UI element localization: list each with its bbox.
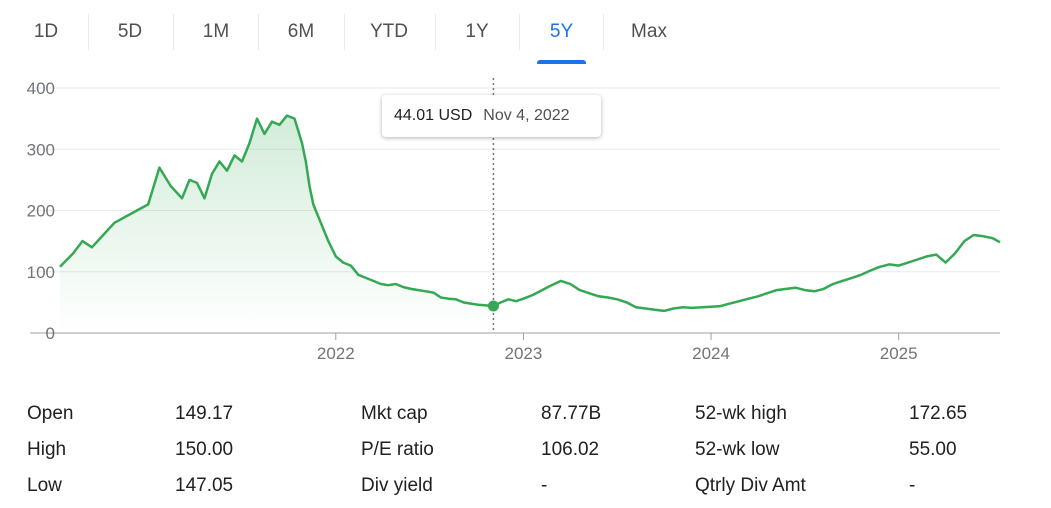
y-tick-label: 100 [27,263,55,282]
hover-point [487,300,499,312]
tab-5y[interactable]: 5Y [549,21,574,42]
stat-label-mkt-cap: Mkt cap [361,403,428,424]
x-tick-label: 2024 [692,344,730,363]
tab-separator [435,14,436,50]
tab-1y[interactable]: 1Y [465,21,489,42]
stat-value-52wk-low: 55.00 [909,439,957,460]
stat-value-open: 149.17 [175,403,234,424]
stat-value-mkt-cap: 87.77B [541,403,602,424]
stat-label-high: High [27,439,67,460]
tooltip-price: 44.01 USD [394,107,473,124]
y-tick-label: 400 [27,79,55,98]
stat-value-pe-ratio: 106.02 [541,439,600,460]
tab-max[interactable]: Max [631,21,667,42]
tab-1d[interactable]: 1D [33,21,59,42]
tab-separator [88,14,89,50]
y-tick-label: 300 [27,140,55,159]
stat-label-52wk-high: 52-wk high [695,403,787,424]
stat-value-high: 150.00 [175,439,234,460]
stat-value-div-yield: - [541,475,548,496]
tab-separator [258,14,259,50]
stat-label-open: Open [27,403,74,424]
y-tick-label: 0 [46,324,55,343]
price-area-fill [60,115,494,333]
tab-ytd[interactable]: YTD [370,21,408,42]
tab-1m[interactable]: 1M [202,21,230,42]
stat-value-qtrly-div: - [909,475,916,496]
x-tick-label: 2022 [317,344,355,363]
stat-label-52wk-low: 52-wk low [695,439,780,460]
stat-label-div-yield: Div yield [361,475,433,496]
tooltip-date: Nov 4, 2022 [483,107,570,124]
tab-separator [344,14,345,50]
stat-value-52wk-high: 172.65 [909,403,968,424]
active-tab-indicator [537,60,586,64]
tab-separator [519,14,520,50]
x-tick-label: 2025 [880,344,918,363]
price-tooltip: 44.01 USD Nov 4, 2022 [382,95,601,137]
x-axis-ticks: 2022 2023 2024 2025 [317,333,918,363]
stat-label-low: Low [27,475,62,496]
y-tick-label: 200 [27,202,55,221]
stat-label-qtrly-div: Qtrly Div Amt [695,475,806,496]
tab-5d[interactable]: 5D [117,21,143,42]
tab-6m[interactable]: 6M [287,21,315,42]
y-axis-ticks: 0 100 200 300 400 [27,79,55,343]
stat-label-pe-ratio: P/E ratio [361,439,434,460]
tab-separator [173,14,174,50]
range-tabs: 1D 5D 1M 6M YTD 1Y 5Y Max [0,12,700,64]
x-tick-label: 2023 [505,344,543,363]
stat-value-low: 147.05 [175,475,234,496]
tab-separator [603,14,604,50]
price-chart[interactable]: 0 100 200 300 400 2022 2023 2024 2025 [0,60,1051,370]
